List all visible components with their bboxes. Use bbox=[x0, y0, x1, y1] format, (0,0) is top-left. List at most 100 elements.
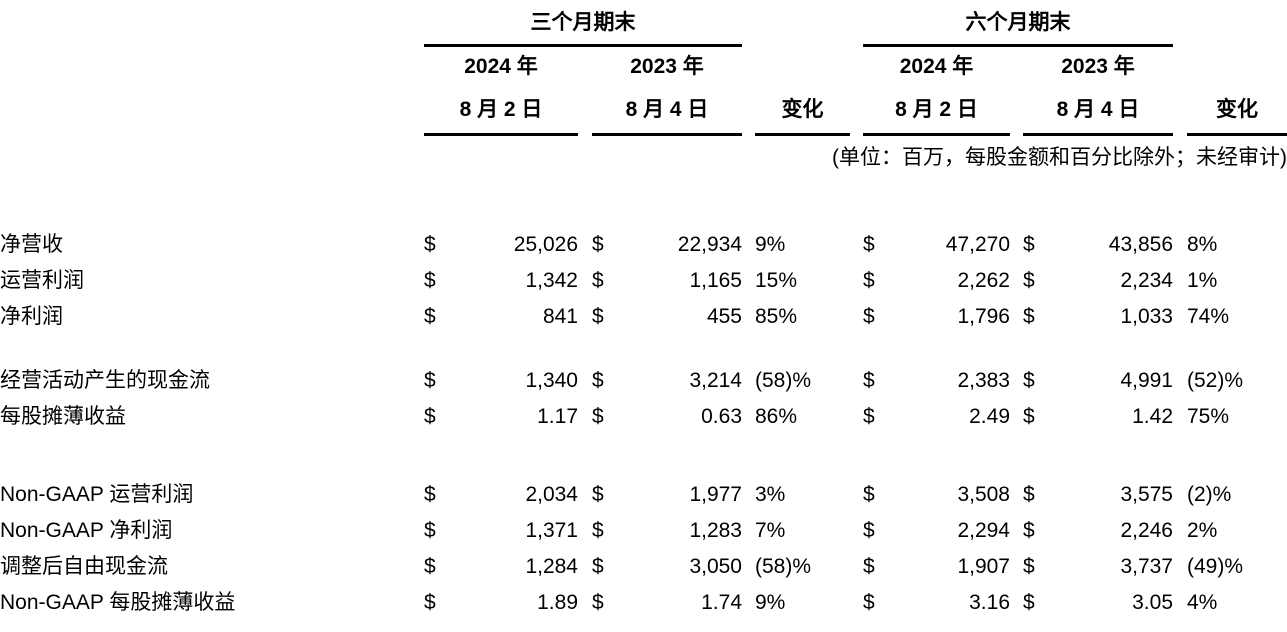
table-row: Non-GAAP 净利润 $ 1,371 $ 1,283 7% $ 2,294 … bbox=[0, 512, 1287, 548]
dollar-sign: $ bbox=[1023, 304, 1035, 328]
tm-2023-year-header: 2023 年 bbox=[630, 54, 704, 78]
dollar-sign: $ bbox=[1023, 268, 1035, 292]
tm-2023-value: 1.74 bbox=[701, 590, 742, 614]
unit-note: (单位：百万，每股金额和百分比除外；未经审计) bbox=[832, 145, 1287, 169]
tm-2023-value: 1,977 bbox=[689, 482, 742, 506]
dollar-sign: $ bbox=[863, 482, 875, 506]
dollar-sign: $ bbox=[592, 232, 604, 256]
table-row: Non-GAAP 每股摊薄收益 $ 1.89 $ 1.74 9% $ 3.16 … bbox=[0, 584, 1287, 620]
tm-2024-value: 1,284 bbox=[525, 554, 578, 578]
dollar-sign: $ bbox=[424, 304, 436, 328]
sm-change-value: (52)% bbox=[1187, 368, 1244, 392]
sm-2023-value: 4,991 bbox=[1120, 368, 1173, 392]
row-label: 净利润 bbox=[0, 304, 63, 328]
dollar-sign: $ bbox=[863, 304, 875, 328]
dollar-sign: $ bbox=[592, 304, 604, 328]
tm-2024-value: 1.89 bbox=[537, 590, 578, 614]
six-month-group-title: 六个月期末 bbox=[863, 0, 1173, 47]
unit-note-row: (单位：百万，每股金额和百分比除外；未经审计) bbox=[0, 135, 1287, 179]
tm-2024-value: 2,034 bbox=[525, 482, 578, 506]
sm-2023-date-header: 8 月 4 日 bbox=[1023, 85, 1173, 136]
row-label: 调整后自由现金流 bbox=[0, 554, 168, 578]
sm-2024-value: 2,294 bbox=[957, 518, 1010, 542]
spacer-row bbox=[0, 434, 1287, 476]
sm-2023-value: 2,246 bbox=[1120, 518, 1173, 542]
dollar-sign: $ bbox=[863, 268, 875, 292]
tm-change-value: 15% bbox=[755, 268, 798, 292]
tm-2024-value: 1,371 bbox=[525, 518, 578, 542]
group-header-row: 三个月期末 六个月期末 bbox=[0, 0, 1287, 47]
dollar-sign: $ bbox=[863, 232, 875, 256]
tm-2024-value: 1,342 bbox=[525, 268, 578, 292]
dollar-sign: $ bbox=[424, 232, 436, 256]
sm-2024-value: 3,508 bbox=[957, 482, 1010, 506]
sm-change-value: 74% bbox=[1187, 304, 1230, 328]
tm-2023-value: 455 bbox=[706, 304, 742, 328]
tm-change-value: 9% bbox=[755, 232, 786, 256]
sm-2024-date-header: 8 月 2 日 bbox=[863, 85, 1010, 136]
tm-2023-value: 22,934 bbox=[677, 232, 742, 256]
dollar-sign: $ bbox=[424, 518, 436, 542]
tm-2024-value: 25,026 bbox=[513, 232, 578, 256]
dollar-sign: $ bbox=[592, 590, 604, 614]
dollar-sign: $ bbox=[863, 518, 875, 542]
sm-2023-value: 2,234 bbox=[1120, 268, 1173, 292]
tm-change-value: 9% bbox=[755, 590, 786, 614]
tm-change-value: 7% bbox=[755, 518, 786, 542]
tm-2024-value: 1,340 bbox=[525, 368, 578, 392]
dollar-sign: $ bbox=[424, 482, 436, 506]
table-row: Non-GAAP 运营利润 $ 2,034 $ 1,977 3% $ 3,508… bbox=[0, 476, 1287, 512]
sm-2023-value: 1.42 bbox=[1132, 404, 1173, 428]
sm-change-value: 1% bbox=[1187, 268, 1218, 292]
sm-2023-value: 3.05 bbox=[1132, 590, 1173, 614]
dollar-sign: $ bbox=[1023, 232, 1035, 256]
dollar-sign: $ bbox=[424, 404, 436, 428]
table-row: 经营活动产生的现金流 $ 1,340 $ 3,214 (58)% $ 2,383… bbox=[0, 362, 1287, 398]
row-label: 经营活动产生的现金流 bbox=[0, 368, 210, 392]
sm-change-value: (2)% bbox=[1187, 482, 1232, 506]
sm-2024-value: 2.49 bbox=[969, 404, 1010, 428]
table-row: 净利润 $ 841 $ 455 85% $ 1,796 $ 1,033 74% bbox=[0, 298, 1287, 334]
dollar-sign: $ bbox=[863, 368, 875, 392]
table-row: 运营利润 $ 1,342 $ 1,165 15% $ 2,262 $ 2,234… bbox=[0, 262, 1287, 298]
sm-2024-year-header: 2024 年 bbox=[899, 54, 974, 78]
dollar-sign: $ bbox=[424, 368, 436, 392]
sm-2023-value: 3,737 bbox=[1120, 554, 1173, 578]
sm-change-value: (49)% bbox=[1187, 554, 1244, 578]
tm-2023-value: 1,283 bbox=[689, 518, 742, 542]
sm-2024-value: 2,383 bbox=[957, 368, 1010, 392]
three-month-group-title: 三个月期末 bbox=[424, 0, 742, 47]
sm-2024-value: 3.16 bbox=[969, 590, 1010, 614]
row-label: 每股摊薄收益 bbox=[0, 404, 126, 428]
dollar-sign: $ bbox=[424, 554, 436, 578]
tm-change-header: 变化 bbox=[755, 85, 850, 136]
dollar-sign: $ bbox=[592, 554, 604, 578]
tm-2023-value: 3,050 bbox=[689, 554, 742, 578]
dollar-sign: $ bbox=[863, 404, 875, 428]
dollar-sign: $ bbox=[1023, 482, 1035, 506]
sm-2024-value: 1,796 bbox=[957, 304, 1010, 328]
tm-change-value: (58)% bbox=[755, 368, 812, 392]
dollar-sign: $ bbox=[1023, 368, 1035, 392]
tm-change-value: 86% bbox=[755, 404, 798, 428]
row-label: Non-GAAP 运营利润 bbox=[0, 482, 194, 506]
sm-2024-value: 1,907 bbox=[957, 554, 1010, 578]
sm-change-value: 2% bbox=[1187, 518, 1218, 542]
sm-2024-value: 47,270 bbox=[945, 232, 1010, 256]
dollar-sign: $ bbox=[592, 482, 604, 506]
spacer-row bbox=[0, 334, 1287, 362]
dollar-sign: $ bbox=[424, 590, 436, 614]
tm-2023-value: 0.63 bbox=[701, 404, 742, 428]
dollar-sign: $ bbox=[863, 554, 875, 578]
tm-2024-value: 1.17 bbox=[537, 404, 578, 428]
date-header-row: 8 月 2 日 8 月 4 日 变化 8 月 2 日 8 月 4 日 变化 bbox=[0, 85, 1287, 136]
sm-2023-value: 43,856 bbox=[1108, 232, 1173, 256]
dollar-sign: $ bbox=[1023, 590, 1035, 614]
sm-2024-value: 2,262 bbox=[957, 268, 1010, 292]
sm-change-header: 变化 bbox=[1187, 85, 1287, 136]
sm-change-value: 4% bbox=[1187, 590, 1218, 614]
sm-2023-year-header: 2023 年 bbox=[1061, 54, 1135, 78]
dollar-sign: $ bbox=[1023, 518, 1035, 542]
tm-change-value: 3% bbox=[755, 482, 786, 506]
